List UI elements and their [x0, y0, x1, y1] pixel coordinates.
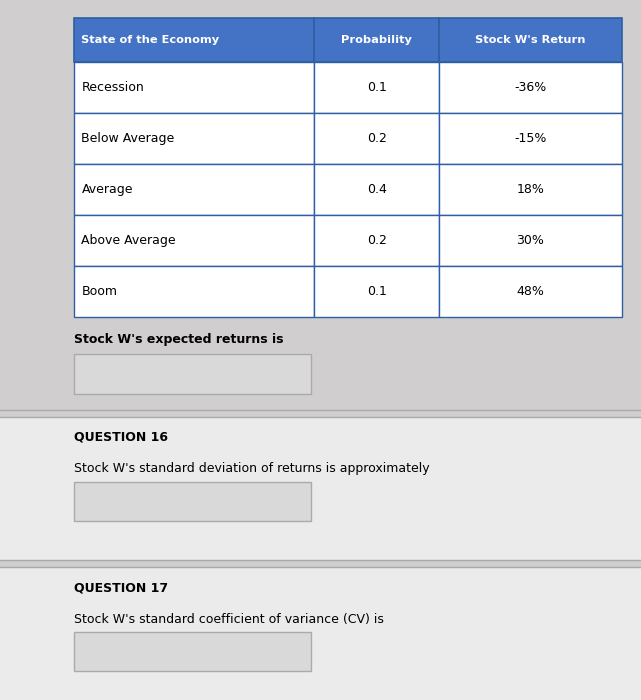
Text: Stock W's standard deviation of returns is approximately: Stock W's standard deviation of returns …: [74, 462, 429, 475]
Text: 0.2: 0.2: [367, 234, 387, 247]
Text: 30%: 30%: [517, 234, 544, 247]
FancyBboxPatch shape: [439, 215, 622, 266]
FancyBboxPatch shape: [74, 482, 311, 521]
FancyBboxPatch shape: [314, 18, 439, 62]
Text: 18%: 18%: [517, 183, 544, 196]
Text: Recession: Recession: [81, 80, 144, 94]
FancyBboxPatch shape: [314, 164, 439, 215]
FancyBboxPatch shape: [74, 18, 314, 62]
FancyBboxPatch shape: [314, 62, 439, 113]
Text: Boom: Boom: [81, 285, 117, 298]
Text: 0.1: 0.1: [367, 80, 387, 94]
Text: Stock W's expected returns is: Stock W's expected returns is: [74, 332, 283, 346]
Text: State of the Economy: State of the Economy: [81, 34, 219, 45]
Text: Above Average: Above Average: [81, 234, 176, 247]
FancyBboxPatch shape: [314, 266, 439, 317]
Text: 0.4: 0.4: [367, 183, 387, 196]
FancyBboxPatch shape: [439, 113, 622, 164]
FancyBboxPatch shape: [74, 632, 311, 671]
FancyBboxPatch shape: [74, 354, 311, 394]
FancyBboxPatch shape: [314, 113, 439, 164]
Text: Below Average: Below Average: [81, 132, 174, 145]
Text: -15%: -15%: [514, 132, 547, 145]
FancyBboxPatch shape: [439, 18, 622, 62]
FancyBboxPatch shape: [0, 567, 641, 700]
FancyBboxPatch shape: [74, 266, 314, 317]
FancyBboxPatch shape: [0, 416, 641, 560]
FancyBboxPatch shape: [74, 215, 314, 266]
Text: 0.2: 0.2: [367, 132, 387, 145]
FancyBboxPatch shape: [439, 62, 622, 113]
Text: Average: Average: [81, 183, 133, 196]
FancyBboxPatch shape: [74, 164, 314, 215]
Text: QUESTION 16: QUESTION 16: [74, 430, 168, 444]
FancyBboxPatch shape: [74, 62, 314, 113]
FancyBboxPatch shape: [314, 215, 439, 266]
FancyBboxPatch shape: [439, 266, 622, 317]
Text: Stock W's standard coefficient of variance (CV) is: Stock W's standard coefficient of varian…: [74, 612, 383, 626]
Text: 0.1: 0.1: [367, 285, 387, 298]
FancyBboxPatch shape: [439, 164, 622, 215]
FancyBboxPatch shape: [74, 113, 314, 164]
Text: QUESTION 17: QUESTION 17: [74, 581, 168, 594]
Text: Probability: Probability: [341, 34, 412, 45]
Text: Stock W's Return: Stock W's Return: [475, 34, 586, 45]
Text: -36%: -36%: [514, 80, 547, 94]
Text: 48%: 48%: [517, 285, 544, 298]
